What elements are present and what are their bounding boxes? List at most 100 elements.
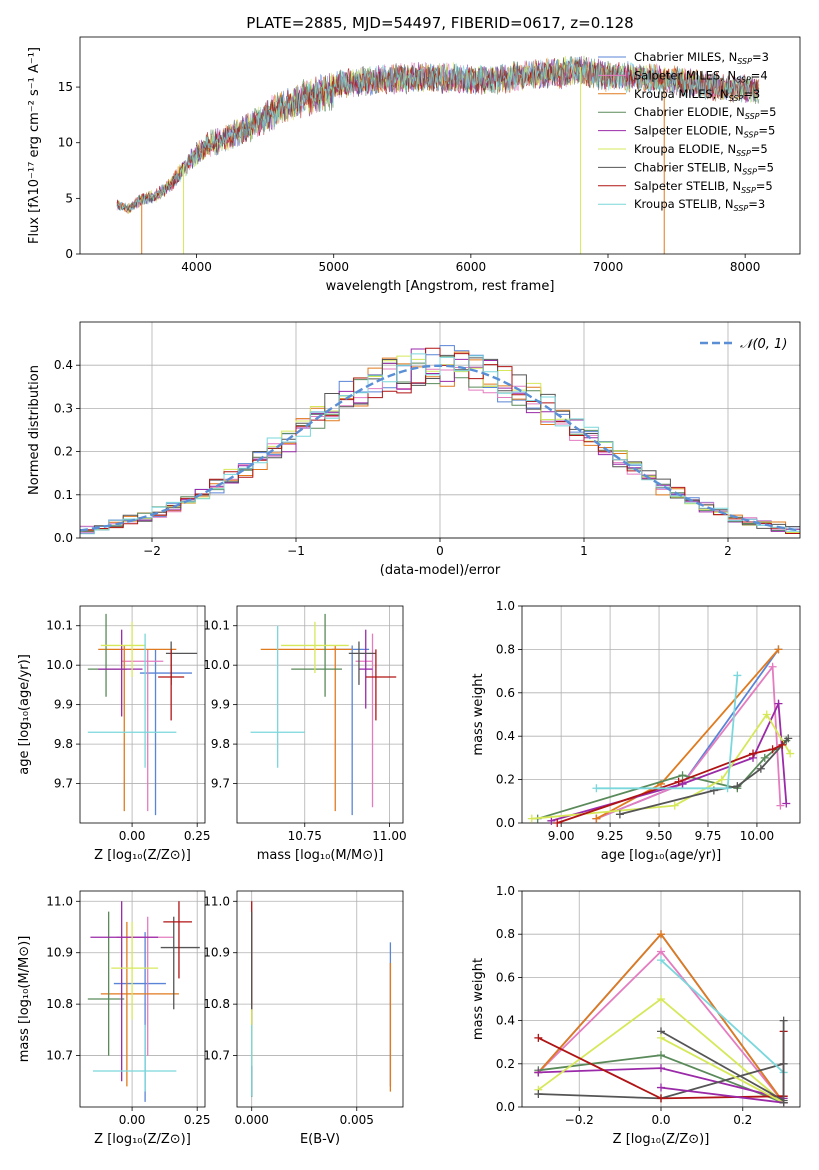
x-tick-label: 0.000 <box>235 1113 269 1127</box>
spectrum-frame <box>79 36 801 255</box>
x-tick-label: 0.25 <box>184 829 211 843</box>
x-tick-label: 5000 <box>318 260 349 274</box>
y-tick-label: 0.4 <box>496 729 515 743</box>
x-tick-label: 10.75 <box>288 829 322 843</box>
y-axis-label: age [log₁₀(age/yr)] <box>17 654 32 775</box>
y-tick-label: 5 <box>65 191 73 205</box>
y-tick-label: 11.0 <box>203 894 230 908</box>
y-tick-label: 1.0 <box>496 884 515 898</box>
spectrum-axes: 4000 5000 6000 7000 8000 0 5 10 15 wavelength [An… <box>27 36 801 294</box>
x-tick-label: 7000 <box>593 260 624 274</box>
y-tick-label: 9.7 <box>54 777 73 791</box>
x-tick-label: 0.005 <box>340 1113 374 1127</box>
y-axis-label: mass weight <box>471 958 486 1040</box>
mass-weight-line <box>660 1030 785 1102</box>
y-tick-label: 0.2 <box>496 773 515 787</box>
mass-weight-marker <box>768 662 777 671</box>
hist-legend: 𝒩(0, 1) <box>700 337 787 352</box>
age-vs-mass-axes: 10.75 11.00 9.7 9.8 9.9 10.0 10.1 mass [log₁₀(M… <box>203 605 407 863</box>
mass-weight-line <box>556 744 783 824</box>
mass-vs-ebv-points <box>251 901 392 1097</box>
y-tick-label: 11.0 <box>46 894 73 908</box>
y-axis-label: Normed distribution <box>27 365 42 495</box>
y-tick-label: 0.1 <box>54 488 73 502</box>
x-tick-label: 10.00 <box>740 829 774 843</box>
spectrum-series-line <box>116 57 760 212</box>
x-tick-label: 11.00 <box>372 829 406 843</box>
mass-weight-vs-age-lines <box>527 645 795 827</box>
mass-weight-marker <box>723 784 732 793</box>
mass-weight-marker <box>553 819 562 827</box>
y-tick-label: 0 <box>65 247 73 261</box>
x-tick-label: 9.75 <box>695 829 722 843</box>
mass-weight-marker <box>786 749 795 758</box>
legend-label: Kroupa MILES, NSSP=3 <box>634 87 760 103</box>
mass-weight-marker <box>778 740 787 749</box>
mass-weight-vs-age-axes: 9.00 9.25 9.50 9.75 10.00 0.0 0.2 0.4 0.6 0.8 1.0 a… <box>471 599 801 863</box>
mass-weight-marker <box>657 1051 665 1060</box>
mass-weight-marker <box>762 710 771 719</box>
mass-vs-ebv-axes: 0.000 0.005 10.7 10.8 10.9 11.0 E(B-V) <box>203 890 404 1147</box>
mass-weight-marker <box>534 1033 543 1042</box>
mass-weight-marker <box>674 777 683 786</box>
mass-weight-marker <box>657 1083 665 1092</box>
x-tick-label: 0.00 <box>119 829 146 843</box>
age-vs-mass-points <box>250 613 397 816</box>
mass-vs-z-axes: 0.00 0.25 10.7 10.8 10.9 11.0 Z [log₁₀(Z/Z⊙)] m… <box>17 890 211 1147</box>
hist-steps <box>79 345 801 535</box>
x-axis-label: Z [log₁₀(Z/Z⊙)] <box>94 1132 191 1147</box>
x-axis-label: Z [log₁₀(Z/Z⊙)] <box>613 1132 710 1147</box>
mass-weight-marker <box>534 1090 543 1099</box>
normal-curve <box>79 364 801 532</box>
age-vs-mass-frame <box>236 605 404 824</box>
mass-vs-z-frame <box>79 890 206 1108</box>
x-tick-label: 0.00 <box>119 1113 146 1127</box>
mass-weight-marker <box>784 734 793 743</box>
mass-weight-marker <box>657 1064 665 1073</box>
mass-weight-line <box>660 959 785 1074</box>
y-tick-label: 10.0 <box>46 658 73 672</box>
y-tick-label: 0.0 <box>54 531 73 545</box>
y-tick-label: 0.8 <box>496 927 515 941</box>
y-tick-label: 0.0 <box>496 816 515 830</box>
mass-weight-marker <box>776 801 785 810</box>
y-tick-label: 9.9 <box>211 698 230 712</box>
y-tick-label: 10.1 <box>203 619 230 633</box>
y-tick-label: 10.7 <box>46 1049 73 1063</box>
y-tick-label: 10.7 <box>203 1049 230 1063</box>
legend-label: Chabrier STELIB, NSSP=5 <box>634 160 774 176</box>
mass-weight-marker <box>592 814 601 823</box>
age-vs-z-frame <box>79 605 206 824</box>
y-tick-label: 9.8 <box>211 737 230 751</box>
mass-weight-marker <box>670 801 679 810</box>
x-axis-label: age [log₁₀(age/yr)] <box>601 848 722 863</box>
y-tick-label: 0.8 <box>496 642 515 656</box>
mass-weight-marker <box>774 645 783 654</box>
legend-label: Kroupa ELODIE, NSSP=5 <box>634 142 768 158</box>
mass-weight-marker <box>756 764 765 773</box>
residual-hist-frame <box>79 321 801 539</box>
legend-label: Kroupa STELIB, NSSP=3 <box>634 197 765 213</box>
x-tick-label: 0.2 <box>733 1113 752 1127</box>
mass-weight-marker <box>749 749 758 758</box>
mass-weight-marker <box>657 947 665 956</box>
y-axis-label: Flux [fλ10⁻¹⁷ erg cm⁻² s⁻¹ A⁻¹] <box>27 47 42 244</box>
x-tick-label: −1 <box>287 544 305 558</box>
age-vs-z-axes: 0.00 0.25 9.7 9.8 9.9 10.0 10.1 Z [log₁₀(Z/Z⊙)]… <box>17 605 211 863</box>
mass-vs-ebv-frame <box>236 890 404 1108</box>
chart-title: PLATE=2885, MJD=54497, FIBERID=0617, z=0… <box>246 14 633 32</box>
mass-weight-marker <box>657 956 665 965</box>
mass-weight-marker <box>547 816 556 825</box>
mass-weight-marker <box>733 671 742 680</box>
mass-weight-marker <box>779 1016 788 1025</box>
y-tick-label: 0.2 <box>54 445 73 459</box>
x-tick-label: 2 <box>724 544 732 558</box>
x-tick-label: 9.50 <box>646 829 673 843</box>
x-axis-label: (data-model)/error <box>380 563 501 578</box>
mass-weight-marker <box>657 1033 665 1042</box>
spectrum-legend: Chabrier MILES, NSSP=3 Salpeter MILES, NS… <box>598 50 776 213</box>
y-tick-label: 10.8 <box>203 997 230 1011</box>
x-axis-label: E(B-V) <box>300 1132 340 1147</box>
x-tick-label: 9.25 <box>597 829 624 843</box>
